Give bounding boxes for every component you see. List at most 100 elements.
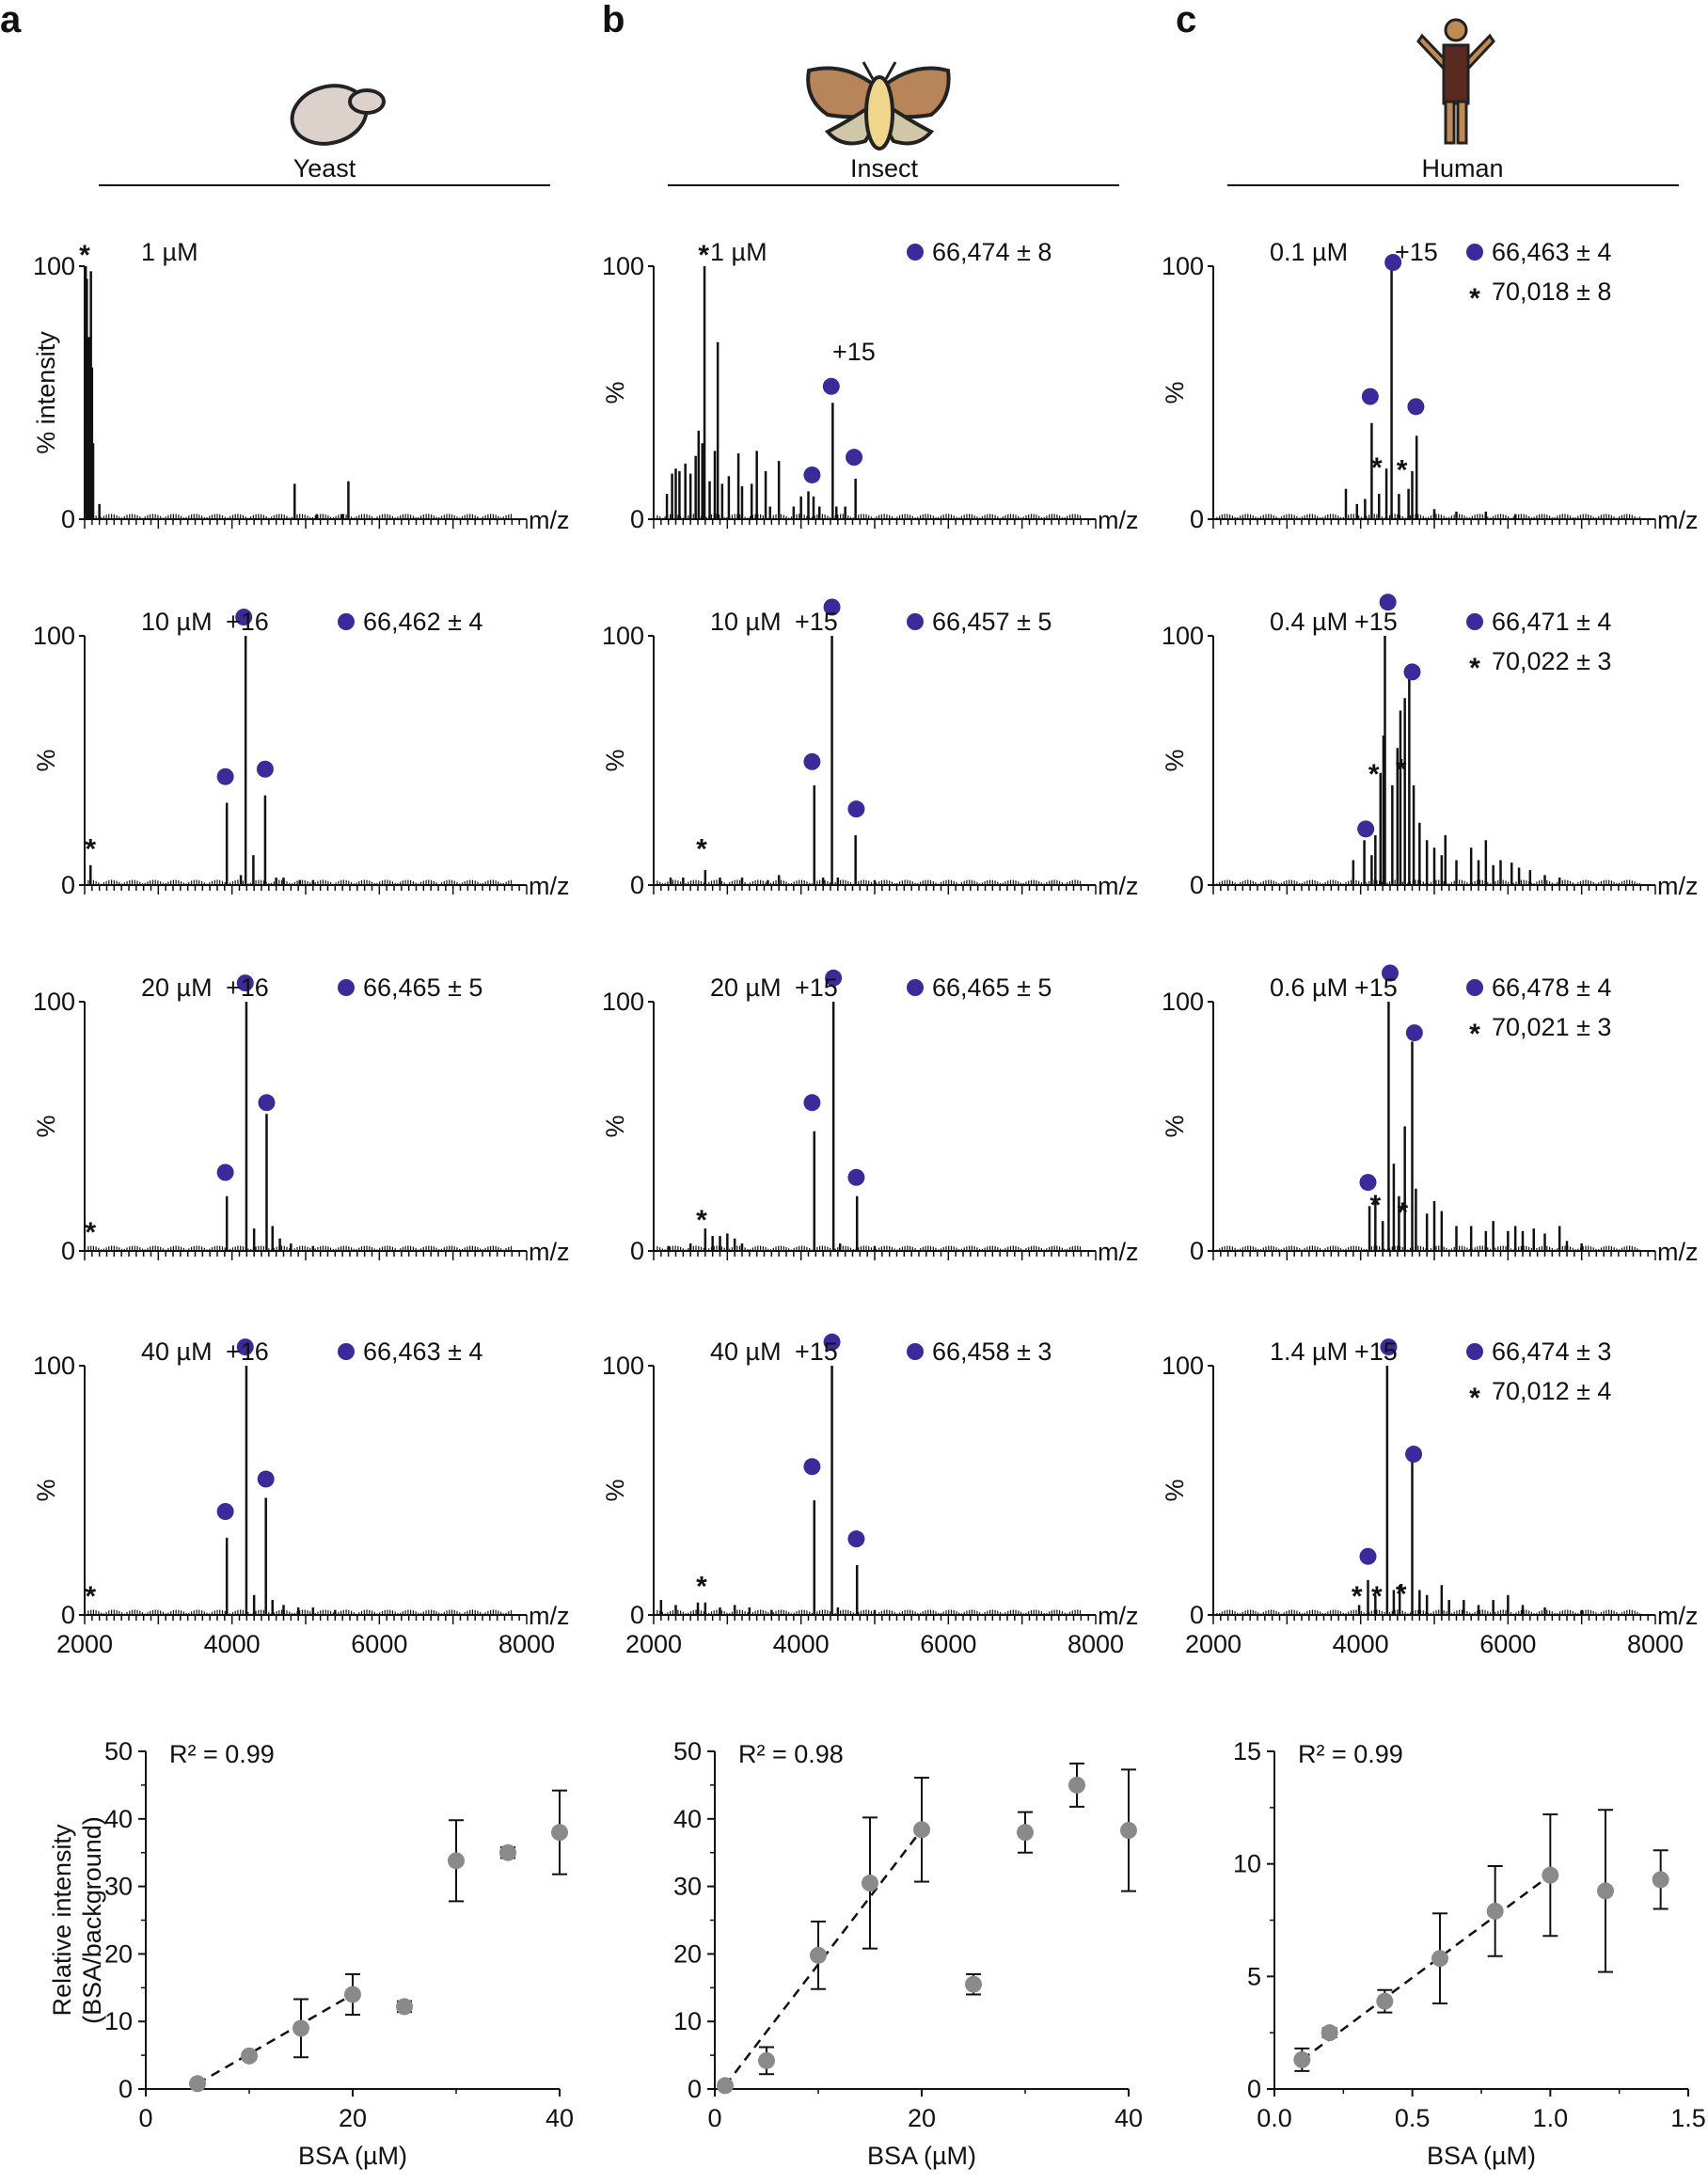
y-tick-label: 50 [673,1737,702,1765]
x-axis-label: m/z [1657,872,1699,900]
column-label-yeast: Yeast [293,154,356,182]
x-tick-label: 6000 [1479,1630,1536,1658]
mass-legend-circle [907,1343,924,1360]
charge-state-marker [803,466,821,483]
y-tick-label: 100 [1162,988,1204,1016]
impurity-star-marker: * [696,1205,707,1236]
x-axis-label: m/z [1657,1238,1699,1266]
panel-a0: 0 100 % intensity m/z * 1 µM [32,238,570,534]
mass-shift-label: +16 [226,1337,269,1366]
impurity-star-marker: * [1371,452,1383,483]
impurity-star-marker: * [85,1581,96,1612]
y-tick-label: 15 [1233,1737,1261,1765]
mass-value-label: 66,471 ± 4 [1492,608,1611,636]
panel-b3: 0 100% m/z * 40 µM +15 66,458 ± 3 2000 4000 6000 8… [601,1333,1139,1658]
mass-value-label: 66,474 ± 3 [1492,1337,1611,1366]
y-axis-label: % [32,1479,60,1501]
y-tick-label: 10 [1233,1850,1261,1878]
spectrum-baseline [87,1609,513,1615]
y-tick-label: 0 [61,1237,75,1265]
concentration-label: 10 µM [710,608,782,636]
y-tick-label: 0 [119,2075,133,2103]
data-point [1486,1902,1504,1920]
x-axis-label: m/z [1098,872,1139,900]
y-tick-label: 100 [1162,252,1204,280]
concentration-label: 1.4 µM [1270,1337,1348,1366]
x-tick-label: 20 [339,2104,367,2132]
y-tick-label: 0 [630,871,644,899]
y-tick-label: 20 [104,1939,133,1968]
data-point [241,2047,258,2065]
panel-a1: 0 100% m/z * 10 µM +16 66,462 ± 4 [32,608,570,900]
mass2-legend-star: * [1469,1019,1480,1050]
y-tick-label: 100 [602,252,644,280]
x-tick-label: 2000 [1185,1630,1241,1658]
x-axis-label: m/z [1098,506,1139,534]
data-point [1321,2024,1338,2042]
concentration-label: 20 µM [710,973,782,1002]
mass-shift-label: +15 [1354,608,1398,636]
y-tick-label: 100 [602,1352,644,1380]
charge-state-marker [1382,964,1399,982]
mass-legend-circle [907,979,924,996]
panel-c1: 0 100% m/z * * 0.4 µM +15 66,471 ± 4 * 70,022 ± 3 [1161,593,1699,900]
impurity-star-marker: * [85,834,96,865]
y-tick-label: 0 [1190,1601,1204,1629]
column-label-insect: Insect [850,154,919,182]
impurity-star-marker: * [1352,1581,1363,1612]
mass-legend-circle [338,1343,355,1360]
y-tick-label: 0 [1190,505,1204,533]
x-axis-label: m/z [1657,1602,1699,1630]
y-axis-label: % [601,381,629,404]
panel-letter-a: a [0,0,22,40]
charge-state-marker [216,1163,234,1181]
x-axis-label: m/z [1098,1602,1139,1630]
x-tick-label: 4000 [773,1630,830,1658]
charge-state-marker [803,752,821,770]
impurity-star-marker: * [1397,455,1408,486]
charge-state-marker [236,974,254,992]
mass-legend-circle [338,613,355,630]
concentration-label: 40 µM [710,1337,782,1366]
charge-state-marker [1380,1338,1398,1356]
panel-a3: 0 100% m/z * 40 µM +16 66,463 ± 4 2000 4000 6000 8… [32,1337,570,1658]
mass-value-label: 66,457 ± 5 [932,608,1052,636]
data-point [717,2077,734,2095]
r-squared-annotation: R² = 0.98 [738,1740,844,1768]
y-axis-label: % [601,1479,629,1501]
panel-c2: 0 100% m/z * * 0.6 µM +15 66,478 ± 4 * 70,021 ± 3 [1161,964,1699,1266]
linear-fit-line [197,1993,354,2085]
x-tick-label: 20 [908,2104,936,2132]
x-axis-label: m/z [1098,1238,1139,1266]
data-point [758,2051,775,2069]
x-axis-label: BSA (µM) [298,2142,407,2170]
x-tick-label: 4000 [1333,1630,1389,1658]
y-tick-label: 0 [630,505,644,533]
y-tick-label: 0 [1190,1237,1204,1265]
y-tick-label: 30 [104,1873,133,1901]
impurity-star-marker: * [1397,1197,1408,1228]
impurity-star-marker: * [1371,1581,1383,1612]
data-point [1597,1882,1614,1900]
y-tick-label: 30 [673,1873,702,1901]
r-squared-annotation: R² = 0.99 [1298,1740,1403,1768]
data-point [189,2075,206,2093]
y-axis-label: % [32,749,60,771]
spectrum-baseline [1216,514,1641,519]
y-tick-label: 20 [673,1939,702,1968]
mass-value-label: 66,463 ± 4 [363,1337,482,1366]
concentration-label: 0.6 µM [1270,973,1348,1002]
mass-legend-circle [338,979,355,996]
data-point [499,1844,516,1861]
x-axis-label: m/z [1657,506,1699,534]
y-axis-label: % intensity [32,331,60,454]
x-tick-label: 6000 [920,1630,976,1658]
moth-icon [806,61,951,150]
y-axis-label: % [32,1115,60,1137]
x-tick-label: 0 [138,2104,152,2132]
charge-state-marker [1379,593,1397,611]
charge-state-marker [1359,1174,1377,1192]
impurity-star-marker: * [1396,754,1407,785]
y-tick-label: 0 [61,1601,75,1629]
